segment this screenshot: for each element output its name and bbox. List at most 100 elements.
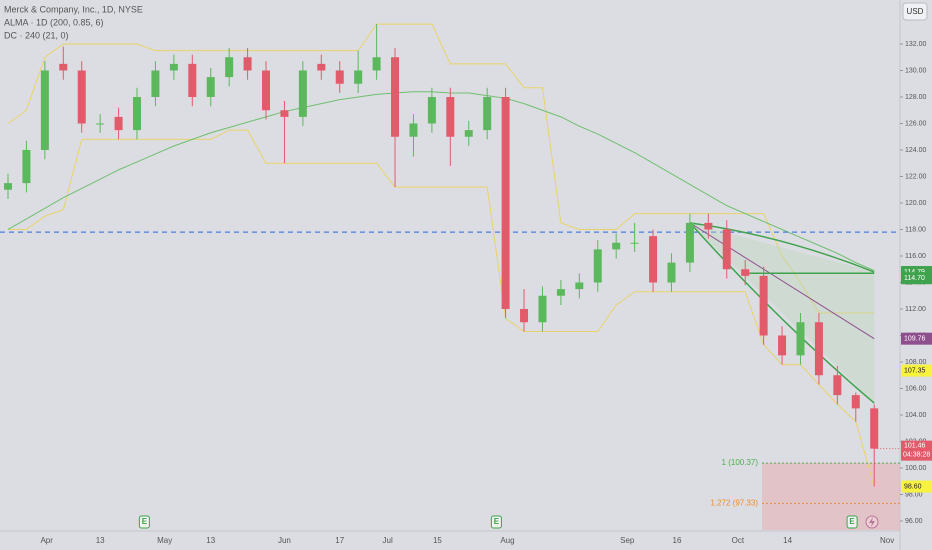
candle-body [870,408,879,449]
fan-line [689,222,875,404]
x-tick-label: Jun [278,536,291,545]
price-badge-label: 98.60 [904,483,922,490]
candle-body [59,63,68,71]
candle-body [833,375,842,396]
candle-body [96,123,105,125]
price-badge-label: 101.46 [904,442,926,449]
candle-body [262,70,271,111]
price-badge [901,332,932,345]
candle-body [298,70,307,117]
candle-body [22,149,31,184]
candle-body [280,110,289,117]
price-badge [901,480,932,493]
candle-body [778,335,787,356]
candle-body [206,77,215,97]
candle-body [593,249,602,283]
y-tick-label: 104.00 [905,412,927,419]
currency-box[interactable] [902,2,928,21]
candle-body [151,70,160,97]
candle-body [501,96,510,309]
y-tick-label: 118.00 [905,226,926,233]
price-badge-label: 107.35 [904,367,926,374]
x-tick-label: Nov [880,536,894,545]
earnings-label: E [849,517,855,526]
candle-body [612,242,621,250]
y-tick-label: 116.00 [905,253,926,260]
earnings-icon[interactable] [490,515,502,529]
x-tick-label: Oct [732,536,745,545]
lightning [869,517,875,527]
x-tick-label: Sep [620,536,635,545]
alma-line [7,91,875,272]
fan-area [689,222,875,404]
y-tick-label: 122.00 [905,173,927,180]
earnings-icon[interactable] [138,515,150,529]
y-tick-label: 124.00 [905,147,927,154]
x-tick-label: 15 [433,536,442,545]
level-label: 1 (100.37) [722,458,759,467]
countdown: 04:38:28 [903,451,930,458]
candle-body [188,63,197,97]
candle-body [391,57,400,137]
candle-body [133,96,142,131]
y-tick-label: 130.00 [905,67,927,74]
candle-body [335,70,344,84]
candle-body [464,130,473,137]
candle-body [372,57,381,71]
x-tick-label: 17 [335,536,344,545]
x-tick-label: 14 [783,536,792,545]
chart-title: Merck & Company, Inc., 1D, NYSE [4,4,143,14]
candle-body [317,63,326,71]
candle-body [722,229,731,270]
earnings-label: E [494,517,500,526]
earnings-label: E [142,517,148,526]
candle-body [225,57,234,78]
candle-body [685,222,694,263]
price-badge [901,364,932,377]
candle-body [77,70,86,124]
candle-body [851,395,860,409]
candle-body [704,222,713,230]
y-tick-label: 126.00 [905,120,927,127]
x-tick-label: Apr [40,536,53,545]
y-tick-label: 98.00 [905,491,923,498]
candle-body [630,242,639,244]
dc-upper [7,23,875,314]
y-tick-label: 132.00 [905,41,927,48]
candle-body [520,308,529,323]
y-tick-label: 108.00 [905,359,927,366]
level-label: 1.272 (97.33) [710,498,758,507]
candle-body [169,63,178,71]
x-tick-label: Jul [383,536,393,545]
y-tick-label: 106.00 [905,385,927,392]
candle-body [556,289,565,296]
x-tick-label: Aug [500,536,514,545]
price-badge [901,440,932,461]
candle-body [667,262,676,283]
candle-body [814,322,823,376]
candle-body [354,70,363,84]
x-tick-label: May [157,536,172,545]
price-badge-label: 114.70 [904,275,925,282]
candle-body [759,275,768,336]
price-badge-label: 109.76 [904,336,926,343]
x-tick-label: 13 [206,536,215,545]
candle-body [409,123,418,137]
y-tick-label: 112.00 [905,306,926,313]
y-tick-label: 128.00 [905,94,927,101]
candle-body [538,295,547,323]
x-tick-label: 16 [673,536,682,545]
candle-body [796,322,805,356]
candle-body [649,236,658,283]
earnings-icon[interactable] [846,515,858,529]
y-tick-label: 120.00 [905,200,927,207]
candle-body [4,183,12,190]
candle-body [114,116,123,131]
indicator-label: DC · 240 (21, 0) [4,30,69,40]
candle-body [243,57,252,71]
currency[interactable]: USD [907,7,924,16]
indicator-label: ALMA · 1D (200, 0.85, 6) [4,17,104,27]
price-badge [901,272,932,285]
fan-line [689,222,875,340]
